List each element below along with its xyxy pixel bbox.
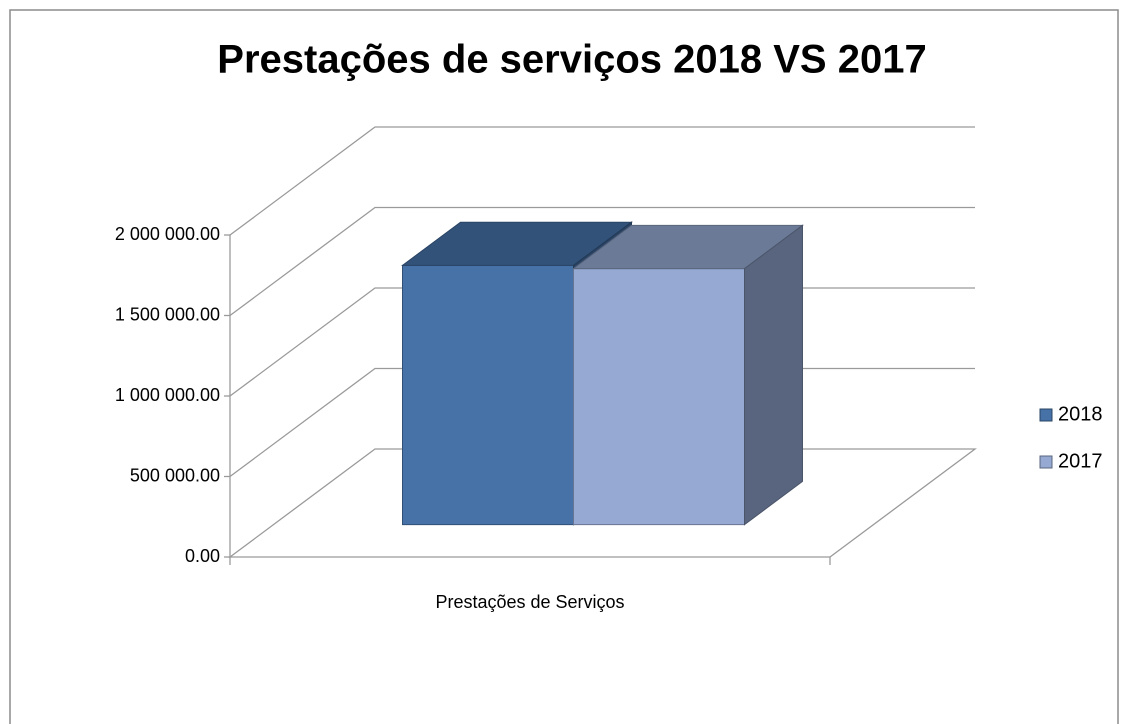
y-tick-label: 2 000 000.00 [115,224,220,244]
grid-line [229,126,975,236]
chart-title: Prestações de serviços 2018 VS 2017 [217,38,926,82]
y-tick-label: 0.00 [185,546,220,566]
legend-swatch [1039,455,1053,469]
bar-front [402,264,574,526]
y-tick-label: 500 000.00 [130,465,220,485]
x-tick-label: Prestações de Serviços [435,592,624,612]
y-tick-label: 1 500 000.00 [115,304,220,324]
bar-side [744,224,803,526]
legend-label: 2017 [1058,450,1103,472]
grid-line [229,206,975,317]
floor [228,448,977,558]
legend-label: 2018 [1058,403,1103,425]
y-tick-label: 1 000 000.00 [115,385,220,405]
bar-front [573,268,745,526]
legend-swatch [1039,408,1053,422]
